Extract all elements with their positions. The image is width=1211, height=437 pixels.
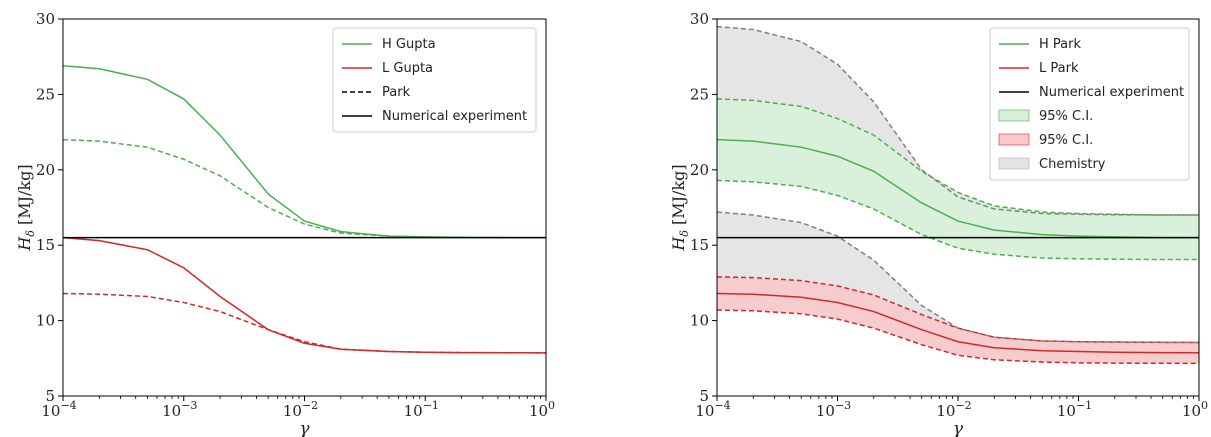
legend-label-numerical-experiment: Numerical experiment	[382, 109, 527, 124]
y-tick-label: 10	[36, 312, 55, 330]
x-tick-label: 10−1	[1057, 399, 1092, 420]
legend-label-95-c-i-: 95% C.I.	[1039, 133, 1093, 148]
legend-label-h-park: H Park	[1039, 37, 1081, 52]
band-95-c-i--2	[717, 98, 1199, 260]
legend-label-numerical-experiment: Numerical experiment	[1039, 85, 1184, 100]
series-line-l-gupta-1	[63, 236, 546, 354]
x-tick-label: 10−4	[41, 399, 76, 420]
x-tick-label: 10−2	[283, 399, 318, 420]
x-tick-label: 10−3	[816, 399, 851, 420]
y-tick-label: 20	[690, 161, 709, 179]
series-line-dashed-3	[63, 292, 546, 354]
y-tick-label: 10	[690, 312, 709, 330]
series-line-dashed-2	[717, 179, 1199, 261]
y-tick-label: 5	[45, 387, 55, 405]
y-axis-label: Hδ [MJ/kg]	[15, 164, 37, 251]
x-axis-label: γ	[299, 419, 310, 437]
legend-box	[989, 27, 1190, 181]
series-line-dashed-2	[63, 138, 546, 239]
series-line-dashed-6	[717, 25, 1199, 216]
y-tick-label: 25	[36, 85, 55, 103]
legend-swatch-95-c-i-	[998, 133, 1030, 146]
legend: H Gupta L Gupta Park Numerical experiment	[332, 27, 537, 133]
legend-label-l-gupta: L Gupta	[382, 61, 433, 76]
y-tick-label: 15	[36, 236, 55, 254]
y-tick-label: 30	[690, 10, 709, 28]
x-tick-label: 10−4	[695, 399, 730, 420]
y-axis-label: Hδ [MJ/kg]	[669, 164, 691, 251]
series-line-dashed-7	[717, 211, 1199, 344]
x-axis-label: γ	[953, 419, 964, 437]
y-tick-label: 5	[699, 387, 709, 405]
legend-label-chemistry: Chemistry	[1039, 157, 1106, 172]
band-95-c-i--3	[717, 276, 1199, 364]
legend-swatch-95-c-i-	[998, 109, 1030, 122]
legend-label-95-c-i-: 95% C.I.	[1039, 109, 1093, 124]
band-chemistry-1	[717, 212, 1199, 343]
x-tick-label: 10−2	[936, 399, 971, 420]
y-tick-label: 30	[36, 10, 55, 28]
y-tick-label: 20	[36, 161, 55, 179]
series-line-l-park-3	[717, 292, 1199, 354]
y-tick-label: 25	[690, 85, 709, 103]
legend-box	[332, 27, 537, 133]
plot-area	[63, 65, 546, 354]
chart-panel-left: 5 10 15 20 25 30 10−4 10−3 10−2 10−1 100 γ Hδ [MJ/kg…	[15, 10, 555, 437]
y-tick-label: 15	[690, 236, 709, 254]
x-tick-label: 10−1	[404, 399, 439, 420]
plot-area	[717, 25, 1199, 365]
legend-label-l-park: L Park	[1039, 61, 1079, 76]
legend-swatch-chemistry	[998, 157, 1030, 170]
legend-label-h-gupta: H Gupta	[382, 37, 436, 52]
series-line-dashed-5	[717, 309, 1199, 365]
x-tick-label: 100	[529, 399, 555, 420]
x-tick-label: 100	[1182, 399, 1208, 420]
legend: H Park L Park Numerical experiment 95% C.I.…	[989, 27, 1190, 181]
band-chemistry-0	[717, 26, 1199, 216]
x-tick-label: 10−3	[162, 399, 197, 420]
legend-label-park: Park	[382, 85, 411, 100]
chart-panel-right: 5 10 15 20 25 30 10−4 10−3 10−2 10−1 100 γ Hδ [MJ/kg…	[669, 10, 1208, 437]
